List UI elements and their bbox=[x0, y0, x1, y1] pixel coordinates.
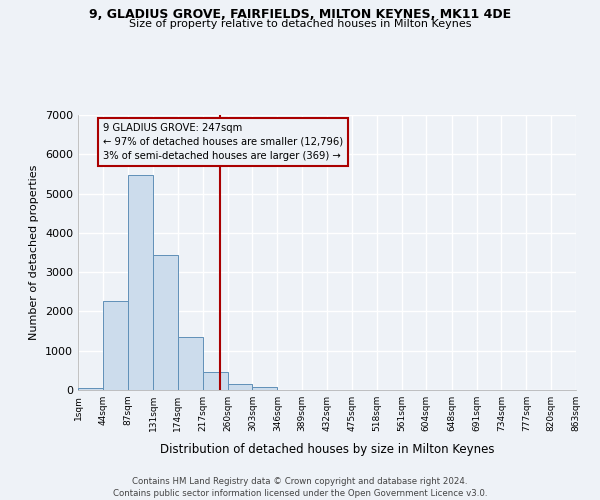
Bar bbox=[178, 338, 203, 390]
Text: Contains public sector information licensed under the Open Government Licence v3: Contains public sector information licen… bbox=[113, 489, 487, 498]
Bar bbox=[78, 388, 103, 390]
Text: Contains HM Land Registry data © Crown copyright and database right 2024.: Contains HM Land Registry data © Crown c… bbox=[132, 478, 468, 486]
Text: Distribution of detached houses by size in Milton Keynes: Distribution of detached houses by size … bbox=[160, 442, 494, 456]
Text: 9 GLADIUS GROVE: 247sqm
← 97% of detached houses are smaller (12,796)
3% of semi: 9 GLADIUS GROVE: 247sqm ← 97% of detache… bbox=[103, 123, 343, 161]
Bar bbox=[253, 387, 277, 390]
Bar bbox=[103, 301, 128, 390]
Bar bbox=[227, 384, 253, 390]
Text: Size of property relative to detached houses in Milton Keynes: Size of property relative to detached ho… bbox=[129, 19, 471, 29]
Bar bbox=[203, 372, 227, 390]
Y-axis label: Number of detached properties: Number of detached properties bbox=[29, 165, 40, 340]
Text: 9, GLADIUS GROVE, FAIRFIELDS, MILTON KEYNES, MK11 4DE: 9, GLADIUS GROVE, FAIRFIELDS, MILTON KEY… bbox=[89, 8, 511, 20]
Bar bbox=[153, 255, 178, 390]
Bar bbox=[128, 174, 153, 390]
